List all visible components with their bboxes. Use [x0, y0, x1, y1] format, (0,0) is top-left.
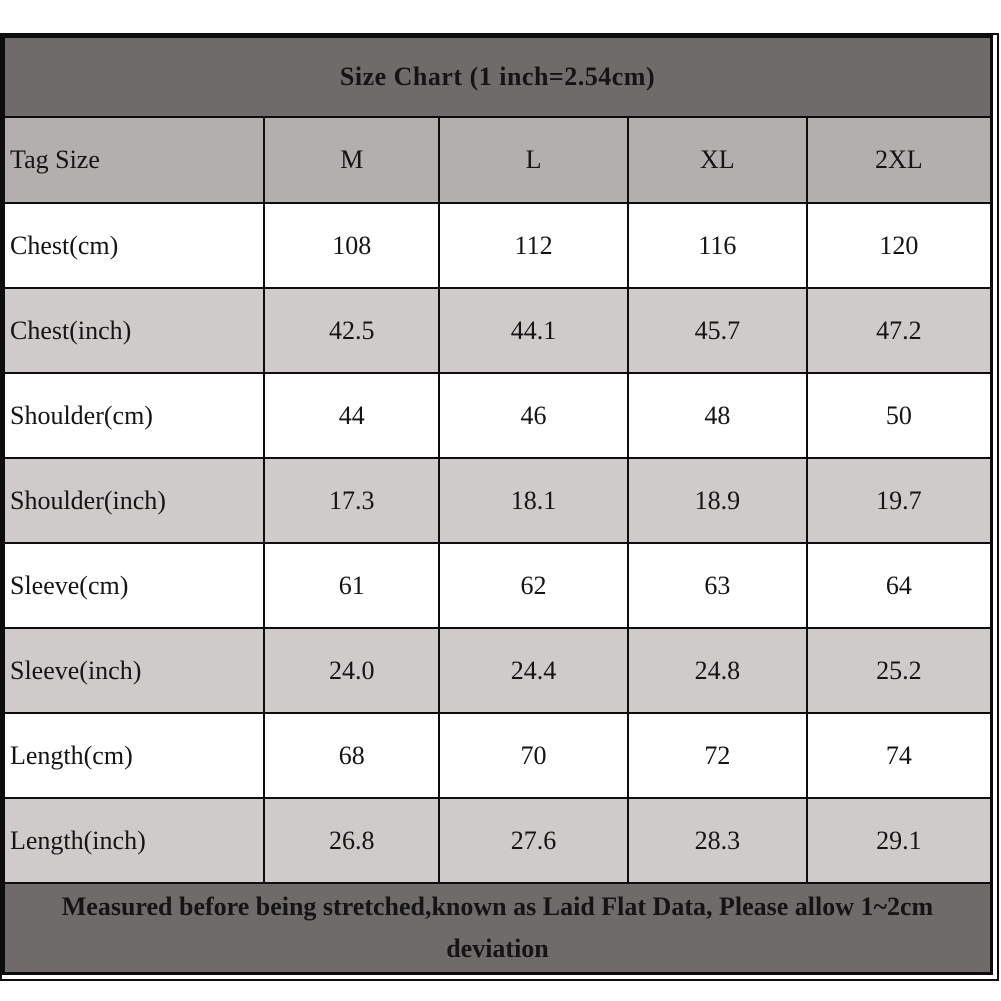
measurement-label: Chest(inch)	[2, 287, 266, 374]
measurement-value: 25.2	[805, 627, 993, 714]
measurement-value: 61	[263, 542, 441, 629]
measurement-value: 44.1	[438, 287, 629, 374]
measurement-value: 45.7	[626, 287, 808, 374]
size-column-header: M	[263, 116, 441, 204]
measurement-value: 42.5	[263, 287, 441, 374]
measurement-value: 19.7	[805, 457, 993, 544]
table-row: Shoulder(cm) 44 46 48 50	[2, 372, 993, 459]
measurement-value: 112	[438, 202, 629, 289]
measurement-value: 46	[438, 372, 629, 459]
size-column-header: L	[438, 116, 629, 204]
table-row: Shoulder(inch) 17.3 18.1 18.9 19.7	[2, 457, 993, 544]
title-row: Size Chart (1 inch=2.54cm)	[2, 35, 993, 118]
measurement-value: 18.9	[626, 457, 808, 544]
table-row: Length(cm) 68 70 72 74	[2, 712, 993, 799]
measurement-label: Chest(cm)	[2, 202, 266, 289]
measurement-label: Length(cm)	[2, 712, 266, 799]
column-header-row: Tag Size M L XL 2XL	[2, 116, 993, 204]
size-chart-frame: Size Chart (1 inch=2.54cm) Tag Size M L XL 2…	[0, 33, 999, 981]
measurement-label: Sleeve(inch)	[2, 627, 266, 714]
measurement-value: 29.1	[805, 797, 993, 884]
measurement-value: 24.4	[438, 627, 629, 714]
measurement-value: 63	[626, 542, 808, 629]
measurement-value: 44	[263, 372, 441, 459]
measurement-label: Sleeve(cm)	[2, 542, 266, 629]
measurement-label: Length(inch)	[2, 797, 266, 884]
measurement-label: Shoulder(inch)	[2, 457, 266, 544]
table-row: Sleeve(inch) 24.0 24.4 24.8 25.2	[2, 627, 993, 714]
table-row: Chest(inch) 42.5 44.1 45.7 47.2	[2, 287, 993, 374]
measurement-value: 18.1	[438, 457, 629, 544]
measurement-value: 64	[805, 542, 993, 629]
measurement-value: 48	[626, 372, 808, 459]
measurement-label: Shoulder(cm)	[2, 372, 266, 459]
measurement-value: 68	[263, 712, 441, 799]
measurement-value: 116	[626, 202, 808, 289]
size-column-header: XL	[626, 116, 808, 204]
measurement-value: 70	[438, 712, 629, 799]
measurement-value: 24.8	[626, 627, 808, 714]
measurement-value: 24.0	[263, 627, 441, 714]
note-row: Measured before being stretched,known as…	[2, 882, 993, 975]
measurement-value: 120	[805, 202, 993, 289]
table-row: Sleeve(cm) 61 62 63 64	[2, 542, 993, 629]
size-column-header: 2XL	[805, 116, 993, 204]
table-note: Measured before being stretched,known as…	[2, 882, 993, 975]
table-row: Chest(cm) 108 112 116 120	[2, 202, 993, 289]
measurement-value: 74	[805, 712, 993, 799]
tag-size-header-cell: Tag Size	[2, 116, 266, 204]
measurement-value: 27.6	[438, 797, 629, 884]
measurement-value: 26.8	[263, 797, 441, 884]
table-title: Size Chart (1 inch=2.54cm)	[2, 35, 993, 118]
measurement-value: 62	[438, 542, 629, 629]
table-row: Length(inch) 26.8 27.6 28.3 29.1	[2, 797, 993, 884]
measurement-rows: Chest(cm) 108 112 116 120 Chest(inch) 42.5 44.1…	[2, 202, 993, 884]
measurement-value: 17.3	[263, 457, 441, 544]
measurement-value: 72	[626, 712, 808, 799]
measurement-value: 50	[805, 372, 993, 459]
measurement-value: 47.2	[805, 287, 993, 374]
measurement-value: 28.3	[626, 797, 808, 884]
size-chart-table: Size Chart (1 inch=2.54cm) Tag Size M L XL 2…	[2, 35, 993, 975]
measurement-value: 108	[263, 202, 441, 289]
